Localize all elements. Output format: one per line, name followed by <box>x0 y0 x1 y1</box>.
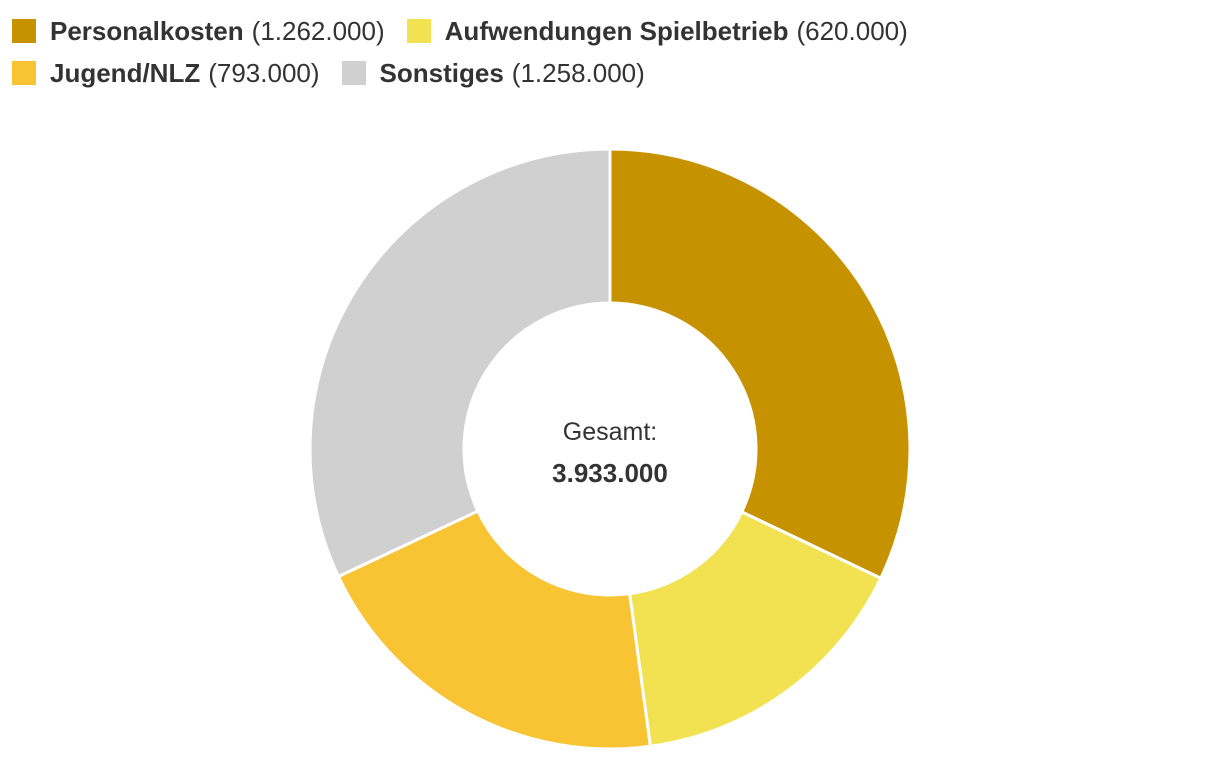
legend-value-number: 793.000 <box>216 57 311 88</box>
legend-row: Personalkosten (1.262.000) Aufwendungen Sp… <box>12 10 1202 52</box>
center-total-label: Gesamt: <box>563 418 657 446</box>
legend-label: Sonstiges <box>379 57 504 88</box>
legend-item-aufwendungen-spielbetrieb[interactable]: Aufwendungen Spielbetrieb (620.000) <box>406 15 908 47</box>
legend-label: Jugend/NLZ <box>50 57 201 88</box>
legend-label: Aufwendungen Spielbetrieb <box>444 15 789 46</box>
legend-value: (793.000) <box>208 57 320 88</box>
legend-value: (1.258.000) <box>511 57 645 88</box>
legend-item-jugend-nlz[interactable]: Jugend/NLZ (793.000) <box>12 58 320 89</box>
center-total-value: 3.933.000 <box>552 458 668 488</box>
legend-swatch <box>12 19 36 43</box>
slice-aufwendungen-spielbetrieb[interactable] <box>627 509 883 748</box>
legend-value: (1.262.000) <box>251 15 385 46</box>
chart-legend: Personalkosten (1.262.000) Aufwendungen Sp… <box>12 10 1202 94</box>
legend-swatch <box>406 19 431 43</box>
legend-swatch <box>341 61 366 85</box>
legend-value-number: 1.262.000 <box>260 15 376 46</box>
legend-item-sonstiges[interactable]: Sonstiges (1.258.000) <box>341 57 645 89</box>
legend-item-personalkosten[interactable]: Personalkosten (1.262.000) <box>12 16 385 47</box>
legend-swatch <box>12 61 36 85</box>
legend-row: Jugend/NLZ (793.000) Sonstiges (1.258.000) <box>12 52 1202 94</box>
legend-label: Personalkosten <box>50 15 244 46</box>
legend-value-number: 620.000 <box>805 15 900 46</box>
slice-jugend-nlz[interactable] <box>336 509 653 751</box>
slice-sonstiges[interactable] <box>308 147 612 579</box>
slice-personalkosten[interactable] <box>608 147 912 581</box>
donut-slices <box>308 147 912 751</box>
legend-value: (620.000) <box>796 15 908 46</box>
legend-value-number: 1.258.000 <box>520 57 637 88</box>
